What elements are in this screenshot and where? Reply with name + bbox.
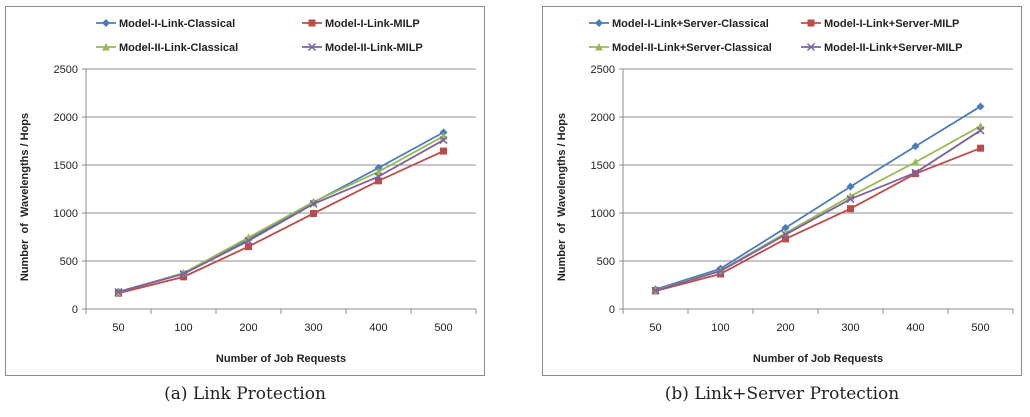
data-point [782,235,789,243]
legend-item-model-ii-link-server-classical: Model-II-Link+Server-Classical [589,42,772,54]
data-point [310,209,317,217]
x-tick-label: 50 [649,322,661,334]
legend-label: Model-II-Link-Classical [119,42,238,54]
x-tick-label: 500 [971,322,989,334]
series-model-i-link-server-classical [651,102,985,294]
series-line [655,129,981,292]
legend-label: Model-I-Link+Server-MILP [824,18,959,30]
series-line [655,147,981,292]
data-point [440,147,447,155]
x-tick-label: 200 [239,322,257,334]
x-tick-label: 400 [906,322,924,334]
data-point [179,269,188,278]
series-line [655,105,981,291]
legend-label: Model-II-Link+Server-Classical [612,42,772,54]
x-tick-label: 300 [304,322,322,334]
data-point [114,287,123,296]
y-tick-label: 1500 [54,160,78,172]
legend-label: Model-II-Link+Server-MILP [824,42,962,54]
data-point [716,267,725,276]
series-model-ii-link-milp [114,136,448,296]
legend-label: Model-I-Link-MILP [325,18,420,30]
data-point [976,126,985,135]
y-axis-title: Number of Wavelengths / Hops [19,113,31,281]
series-model-ii-link-server-milp [651,126,985,295]
y-tick-label: 2500 [54,64,78,76]
x-axis-title: Number of Job Requests [753,353,883,365]
x-tick-label: 200 [776,322,794,334]
x-tick-label: 50 [112,322,124,334]
x-tick-label: 100 [711,322,729,334]
chart-panel-link-server-protection: 0 500 1000 1500 2000 2500 50 100 200 300 400 500 Num… [542,6,1022,376]
y-tick-label: 0 [72,304,78,316]
legend-item-model-ii-link-milp: Model-II-Link-MILP [302,42,423,54]
legend-item-model-i-link-server-milp: Model-I-Link+Server-MILP [801,18,959,30]
legend: Model-I-Link-Classical Model-I-Link-MILP M… [96,18,423,54]
caption-link-server-protection: (b) Link+Server Protection [664,384,900,404]
data-point [846,195,855,204]
series-line [118,139,444,293]
data-point [911,158,920,166]
y-tick-label: 2000 [54,112,78,124]
series-line [118,131,444,293]
legend-label: Model-I-Link+Server-Classical [612,18,769,30]
x-tick-label: 100 [174,322,192,334]
legend-item-model-i-link-server-classical: Model-I-Link+Server-Classical [589,18,769,30]
legend-marker [102,43,110,51]
y-tick-label: 500 [597,256,615,268]
caption-link-protection: (a) Link Protection [164,384,326,404]
data-point [245,243,252,251]
y-tick-label: 1500 [591,160,615,172]
legend-marker [307,42,317,52]
legend-marker [807,19,815,27]
data-point [309,199,318,208]
chart-panel-link-protection: 0 500 1000 1500 2000 2500 50 100 200 300 400 500 Num… [5,6,485,376]
x-tick-label: 500 [434,322,452,334]
legend-item-model-ii-link-classical: Model-II-Link-Classical [96,42,238,54]
data-point [375,177,382,185]
series-line [118,150,444,295]
y-tick-label: 2500 [591,64,615,76]
series-model-i-link-classical [114,128,448,296]
y-tick-label: 0 [609,304,615,316]
data-point [244,236,253,245]
data-point [976,102,985,111]
data-point [846,182,855,191]
series-model-i-link-server-milp [652,144,984,295]
legend-marker [308,19,316,27]
legend-label: Model-II-Link-MILP [325,42,423,54]
legend: Model-I-Link+Server-Classical Model-I-Lin… [589,18,962,54]
x-axis-title: Number of Job Requests [216,353,346,365]
legend-marker [595,19,603,27]
data-point [180,273,187,281]
data-point [374,167,383,176]
data-point [977,144,984,152]
y-tick-label: 1000 [591,208,615,220]
data-point [911,142,920,151]
y-tick-label: 2000 [591,112,615,124]
data-point [847,205,854,213]
legend-marker [595,43,603,51]
legend-marker [806,42,816,52]
data-point [781,230,790,239]
legend-item-model-ii-link-server-milp: Model-II-Link+Server-MILP [801,42,962,54]
chart-link-server-protection: 0 500 1000 1500 2000 2500 50 100 200 300 400 500 Num… [556,18,1014,365]
legend-item-model-i-link-classical: Model-I-Link-Classical [96,18,235,30]
y-tick-label: 500 [60,256,78,268]
data-point [374,172,383,181]
x-tick-label: 400 [369,322,387,334]
legend-label: Model-I-Link-Classical [119,18,235,30]
legend-item-model-i-link-milp: Model-I-Link-MILP [302,18,420,30]
x-tick-label: 300 [841,322,859,334]
legend-marker [102,19,110,27]
data-point [781,223,790,232]
chart-link-protection: 0 500 1000 1500 2000 2500 50 100 200 300 400 500 Num… [19,18,477,365]
data-point [911,168,920,177]
data-point [439,136,448,145]
y-axis-title: Number of Wavelengths / Hops [556,113,568,281]
data-point [651,286,660,295]
y-tick-label: 1000 [54,208,78,220]
